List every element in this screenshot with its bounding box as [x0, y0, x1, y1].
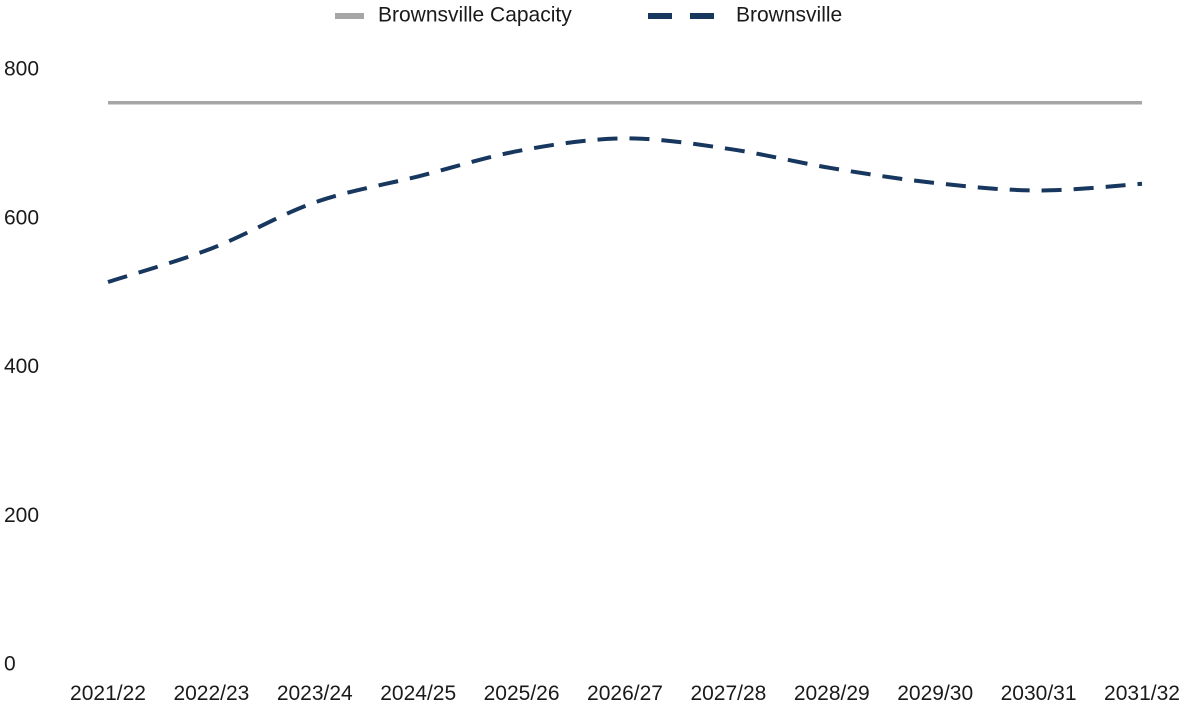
series-layer	[107, 100, 1143, 284]
x-tick-label: 2022/23	[173, 682, 249, 705]
x-tick-label: 2031/32	[1104, 682, 1180, 705]
legend-label: Brownsville Capacity	[378, 4, 572, 27]
x-tick-label: 2023/24	[277, 682, 353, 705]
x-tick-label: 2028/29	[794, 682, 870, 705]
series-line-1	[107, 136, 1143, 284]
x-tick-label: 2029/30	[897, 682, 973, 705]
x-tick-label: 2026/27	[587, 682, 663, 705]
y-tick-label: 600	[4, 206, 39, 229]
x-tick-label: 2025/26	[484, 682, 560, 705]
x-tick-label: 2027/28	[690, 682, 766, 705]
legend: Brownsville Capacity Brownsville	[335, 4, 842, 27]
y-tick-label: 400	[4, 355, 39, 378]
y-tick-label: 0	[4, 653, 16, 676]
y-tick-label: 200	[4, 504, 39, 527]
legend-label: Brownsville	[736, 4, 842, 27]
y-tick-label: 800	[4, 58, 39, 81]
y-axis: 0 200 400 600 800	[4, 58, 39, 676]
x-tick-label: 2024/25	[380, 682, 456, 705]
x-axis: 2021/22 2022/23 2023/24 2024/25 2025/26 2026/…	[70, 682, 1180, 705]
x-tick-label: 2021/22	[70, 682, 146, 705]
x-tick-label: 2030/31	[1001, 682, 1077, 705]
